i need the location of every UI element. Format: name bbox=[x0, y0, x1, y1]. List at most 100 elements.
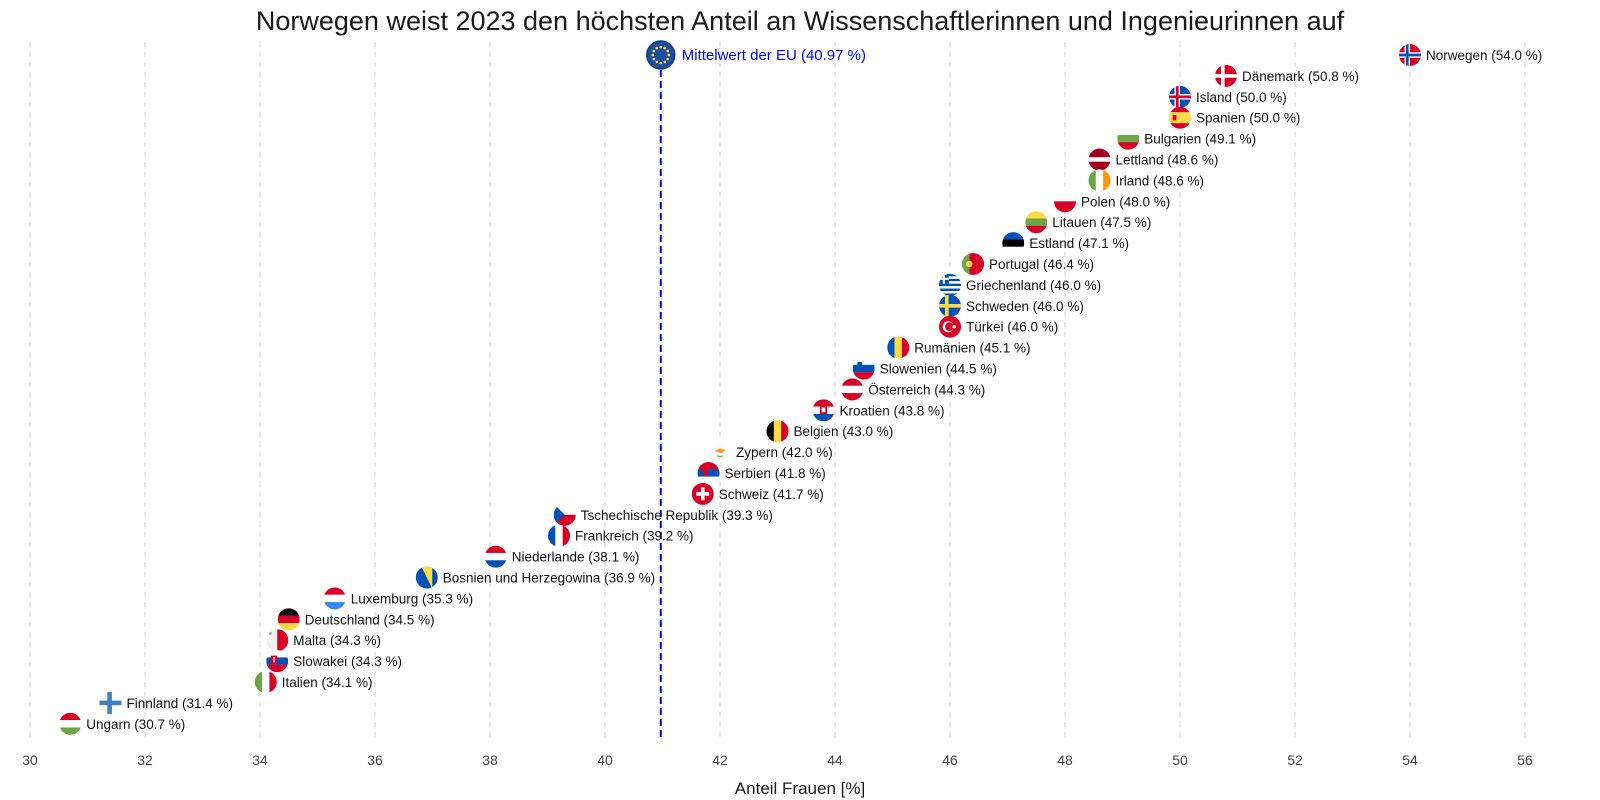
data-point-lettland: Lettland (48.6 %) bbox=[1088, 148, 1218, 171]
flag-malta-icon bbox=[266, 629, 289, 652]
eu-mean-label: Mittelwert der EU (40.97 %) bbox=[682, 47, 866, 64]
data-point-zypern: Zypern (42.0 %) bbox=[709, 441, 833, 464]
point-label: Belgien (43.0 %) bbox=[794, 424, 894, 439]
data-point-niederlande: Niederlande (38.1 %) bbox=[484, 545, 640, 568]
x-tick-label: 32 bbox=[137, 752, 153, 768]
data-point-litauen: Litauen (47.5 %) bbox=[1025, 211, 1151, 234]
point-label: Deutschland (34.5 %) bbox=[305, 612, 435, 627]
data-point-slowenien: Slowenien (44.5 %) bbox=[852, 357, 997, 380]
flag-italien-icon bbox=[254, 671, 277, 693]
point-label: Ungarn (30.7 %) bbox=[86, 717, 185, 732]
point-label: Kroatien (43.8 %) bbox=[840, 403, 945, 418]
point-label: Litauen (47.5 %) bbox=[1052, 215, 1151, 230]
x-tick-label: 30 bbox=[22, 752, 38, 768]
point-label: Island (50.0 %) bbox=[1196, 90, 1287, 105]
data-point-bosnien-und-herzegowina: Bosnien und Herzegowina (36.9 %) bbox=[415, 566, 655, 589]
data-point-spanien: Spanien (50.0 %) bbox=[1169, 106, 1300, 129]
x-axis-label: Anteil Frauen [%] bbox=[735, 779, 865, 798]
flag-schweiz-icon bbox=[691, 482, 714, 505]
data-point-oesterreich: Österreich (44.3 %) bbox=[841, 378, 985, 401]
data-point-griechenland: Griechenland (46.0 %) bbox=[939, 273, 1101, 296]
point-label: Schweden (46.0 %) bbox=[966, 299, 1084, 314]
point-label: Finnland (31.4 %) bbox=[127, 696, 234, 711]
point-label: Spanien (50.0 %) bbox=[1196, 111, 1300, 126]
flag-bosnien-und-herzegowina-icon bbox=[415, 566, 438, 589]
x-tick-label: 36 bbox=[367, 752, 383, 768]
gridlines bbox=[29, 42, 1526, 738]
point-label: Polen (48.0 %) bbox=[1081, 194, 1170, 209]
flag-luxemburg-icon bbox=[323, 587, 346, 610]
flag-island-icon bbox=[1169, 85, 1191, 108]
data-points: Norwegen (54.0 %) Dänemark (50.8 %) Island… bbox=[59, 44, 1542, 735]
point-label: Tschechische Republik (39.3 %) bbox=[581, 508, 773, 523]
point-label: Niederlande (38.1 %) bbox=[512, 550, 640, 565]
data-point-portugal: Portugal (46.4 %) bbox=[962, 253, 1094, 275]
point-label: Slowakei (34.3 %) bbox=[293, 654, 402, 669]
point-label: Bulgarien (49.1 %) bbox=[1144, 132, 1256, 147]
point-label: Rumänien (45.1 %) bbox=[914, 341, 1030, 356]
data-point-schweden: Schweden (46.0 %) bbox=[939, 294, 1084, 317]
flag-schweden-icon bbox=[939, 294, 961, 317]
flag-ungarn-icon bbox=[59, 712, 82, 735]
point-label: Portugal (46.4 %) bbox=[989, 257, 1094, 272]
data-point-schweiz: Schweiz (41.7 %) bbox=[691, 482, 824, 505]
flag-slowakei-icon bbox=[266, 650, 289, 673]
point-label: Slowenien (44.5 %) bbox=[880, 362, 997, 377]
data-point-polen: Polen (48.0 %) bbox=[1054, 190, 1170, 213]
flag-tuerkei-icon bbox=[939, 315, 961, 338]
x-tick-label: 48 bbox=[1057, 752, 1073, 768]
data-point-estland: Estland (47.1 %) bbox=[1002, 232, 1129, 255]
flag-irland-icon bbox=[1088, 169, 1111, 192]
flag-norwegen-icon bbox=[1399, 44, 1421, 66]
chart-title: Norwegen weist 2023 den höchsten Anteil … bbox=[256, 6, 1345, 36]
flag-litauen-icon bbox=[1025, 211, 1048, 234]
flag-spanien-icon bbox=[1169, 106, 1191, 129]
point-label: Norwegen (54.0 %) bbox=[1426, 48, 1542, 63]
flag-finnland-icon bbox=[99, 691, 122, 714]
flag-daenemark-icon bbox=[1215, 64, 1237, 87]
x-tick-label: 34 bbox=[252, 752, 268, 768]
data-point-deutschland: Deutschland (34.5 %) bbox=[277, 608, 435, 631]
data-point-irland: Irland (48.6 %) bbox=[1088, 169, 1205, 192]
data-point-italien: Italien (34.1 %) bbox=[254, 671, 373, 693]
x-axis: 30 32 34 36 38 40 42 44 46 48 50 52 54 56 bbox=[22, 752, 1533, 768]
flag-slowenien-icon bbox=[852, 357, 875, 380]
point-label: Italien (34.1 %) bbox=[282, 675, 373, 690]
point-label: Luxemburg (35.3 %) bbox=[351, 591, 473, 606]
flag-estland-icon bbox=[1002, 232, 1025, 255]
point-label: Schweiz (41.7 %) bbox=[719, 487, 824, 502]
data-point-slowakei: Slowakei (34.3 %) bbox=[266, 650, 402, 673]
eu-mean-reference: Mittelwert der EU (40.97 %) bbox=[646, 40, 866, 738]
point-label: Griechenland (46.0 %) bbox=[966, 278, 1101, 293]
x-tick-label: 54 bbox=[1402, 752, 1418, 768]
data-point-finnland: Finnland (31.4 %) bbox=[99, 691, 234, 714]
flag-deutschland-icon bbox=[277, 608, 300, 631]
flag-polen-icon bbox=[1054, 190, 1076, 213]
point-label: Österreich (44.3 %) bbox=[868, 382, 985, 397]
data-point-belgien: Belgien (43.0 %) bbox=[766, 420, 894, 443]
flag-lettland-icon bbox=[1088, 148, 1111, 171]
point-label: Malta (34.3 %) bbox=[293, 633, 381, 648]
flag-serbien-icon bbox=[697, 462, 720, 485]
data-point-island: Island (50.0 %) bbox=[1169, 85, 1287, 108]
flag-rumaenien-icon bbox=[887, 336, 910, 359]
x-tick-label: 40 bbox=[597, 752, 613, 768]
data-point-serbien: Serbien (41.8 %) bbox=[697, 462, 826, 485]
x-tick-label: 56 bbox=[1517, 752, 1533, 768]
x-tick-label: 52 bbox=[1287, 752, 1303, 768]
x-tick-label: 50 bbox=[1172, 752, 1188, 768]
flag-frankreich-icon bbox=[548, 524, 571, 547]
flag-niederlande-icon bbox=[484, 545, 507, 568]
point-label: Bosnien und Herzegowina (36.9 %) bbox=[443, 571, 655, 586]
data-point-luxemburg: Luxemburg (35.3 %) bbox=[323, 587, 473, 610]
point-label: Irland (48.6 %) bbox=[1116, 173, 1205, 188]
data-point-daenemark: Dänemark (50.8 %) bbox=[1215, 64, 1359, 87]
x-tick-label: 42 bbox=[712, 752, 728, 768]
point-label: Dänemark (50.8 %) bbox=[1242, 69, 1359, 84]
data-point-malta: Malta (34.3 %) bbox=[266, 629, 381, 652]
point-label: Estland (47.1 %) bbox=[1029, 236, 1129, 251]
data-point-frankreich: Frankreich (39.2 %) bbox=[548, 524, 694, 547]
eu-flag-icon bbox=[646, 40, 676, 70]
data-point-bulgarien: Bulgarien (49.1 %) bbox=[1117, 127, 1256, 150]
